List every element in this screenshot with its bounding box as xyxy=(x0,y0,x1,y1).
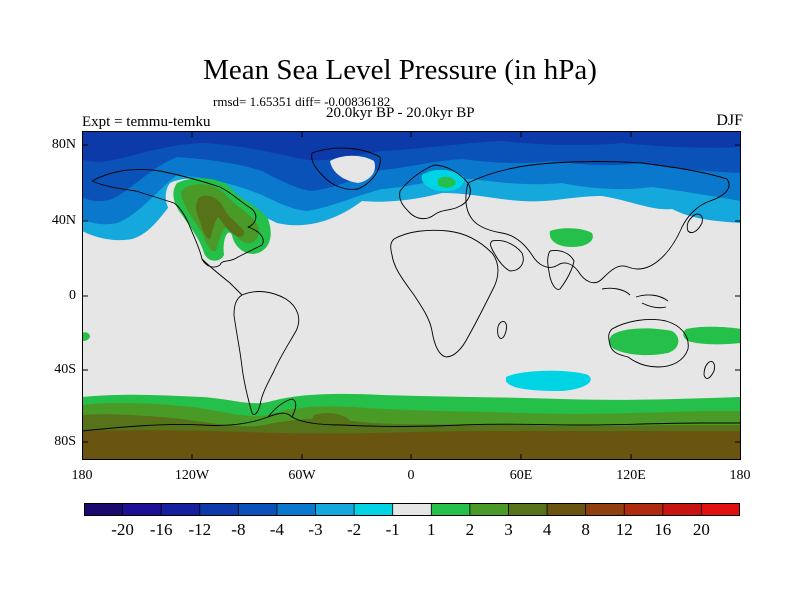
lon-tick-60e: 60E xyxy=(509,468,533,483)
map-panel xyxy=(82,131,741,460)
colorbar-label: -1 xyxy=(385,520,400,539)
lon-tick-180e: 180 xyxy=(729,468,751,483)
southeast-asia-islands xyxy=(601,287,669,309)
west-edge-green-patch xyxy=(82,332,90,341)
lon-tick-180w: 180 xyxy=(71,468,93,483)
colorbar-swatch xyxy=(161,503,201,516)
arabia-coast xyxy=(490,240,524,272)
colorbar-label: 1 xyxy=(427,520,436,539)
colorbar-label: -12 xyxy=(188,520,212,539)
map-ticks xyxy=(82,131,741,460)
map-title: Mean Sea Level Pressure (in hPa) xyxy=(203,54,597,86)
lat-tick-80s: 80S xyxy=(54,434,76,449)
europe-coast xyxy=(399,164,471,220)
period-label: 20.0kyr BP - 20.0kyr BP xyxy=(326,105,475,121)
australia-green-patch xyxy=(609,328,679,356)
colorbar-swatches xyxy=(84,503,740,516)
lon-tick-120w: 120W xyxy=(174,468,210,483)
africa-coast xyxy=(390,229,499,358)
rmsd-diff-stats: rmsd= 1.65351 diff= -0.00836182 xyxy=(213,94,391,109)
scandinavia-green-patch xyxy=(438,176,456,188)
greenland-coast xyxy=(311,147,381,190)
colorbar-swatch xyxy=(547,503,587,516)
lon-tick-0: 0 xyxy=(407,468,415,483)
colorbar-swatch xyxy=(392,503,432,516)
madagascar-coast xyxy=(497,320,507,339)
colorbar-label: -2 xyxy=(347,520,362,539)
north-anomaly-strongest xyxy=(82,131,741,162)
antarctica-coast xyxy=(82,412,741,432)
southern-indian-cyan-patch xyxy=(506,370,591,391)
central-america-coast xyxy=(201,258,243,296)
lat-tick-0: 0 xyxy=(69,288,76,303)
south-america-coast xyxy=(233,291,300,416)
australia-coast xyxy=(608,318,689,368)
season-label: DJF xyxy=(716,112,743,129)
colorbar-swatch xyxy=(585,503,625,516)
colorbar-label: 16 xyxy=(654,520,672,539)
lon-tick-60w: 60W xyxy=(288,468,316,483)
india-coast xyxy=(547,250,575,290)
new-zealand-coast xyxy=(703,360,715,379)
experiment-label: Expt = temmu-temku xyxy=(82,114,211,130)
asia-coast xyxy=(465,161,730,284)
south-anomaly-brown xyxy=(82,430,741,460)
colorbar-label: -20 xyxy=(111,520,134,539)
japan-coast xyxy=(686,213,703,234)
colorbar-label: 3 xyxy=(504,520,513,539)
north-anomaly-deep xyxy=(82,131,741,202)
colorbar-label: -4 xyxy=(269,520,284,539)
colorbar-label: -3 xyxy=(308,520,323,539)
colorbar-swatch xyxy=(508,503,548,516)
colorbar-label: 4 xyxy=(542,520,552,539)
colorbar-swatch xyxy=(431,503,471,516)
colorbar-label: -8 xyxy=(231,520,246,539)
colorbar-swatch xyxy=(624,503,664,516)
colorbar-swatch xyxy=(469,503,509,516)
pressure-map xyxy=(82,131,741,460)
lat-tick-40s: 40S xyxy=(54,362,76,377)
colorbar-swatch xyxy=(276,503,317,516)
colorbar xyxy=(84,503,740,516)
north-america-coast xyxy=(91,169,264,268)
colorbar-swatch xyxy=(662,503,702,516)
colorbar-swatch xyxy=(315,503,355,516)
colorbar-swatch xyxy=(354,503,394,516)
tasman-green-patch xyxy=(683,326,741,345)
lon-tick-120e: 120E xyxy=(616,468,646,483)
antarctic-peninsula-coast xyxy=(267,398,297,418)
weddell-olive-patch xyxy=(312,413,350,430)
colorbar-label: 12 xyxy=(615,520,633,539)
colorbar-swatch xyxy=(199,503,239,516)
colorbar-swatch xyxy=(701,503,740,516)
central-asia-green-patch xyxy=(549,228,593,247)
lat-tick-80n: 80N xyxy=(51,137,76,152)
colorbar-label: 8 xyxy=(581,520,590,539)
colorbar-label: -16 xyxy=(149,520,173,539)
colorbar-frame xyxy=(84,503,740,516)
north-america-dark xyxy=(196,195,245,239)
lat-tick-40n: 40N xyxy=(51,213,76,228)
colorbar-label: 2 xyxy=(465,520,475,539)
colorbar-label: 20 xyxy=(692,520,710,539)
colorbar-swatch xyxy=(84,503,124,516)
colorbar-swatch xyxy=(122,503,162,516)
greenland-neutral-patch xyxy=(330,155,376,183)
colorbar-swatch xyxy=(238,503,278,516)
coastlines xyxy=(82,147,741,432)
